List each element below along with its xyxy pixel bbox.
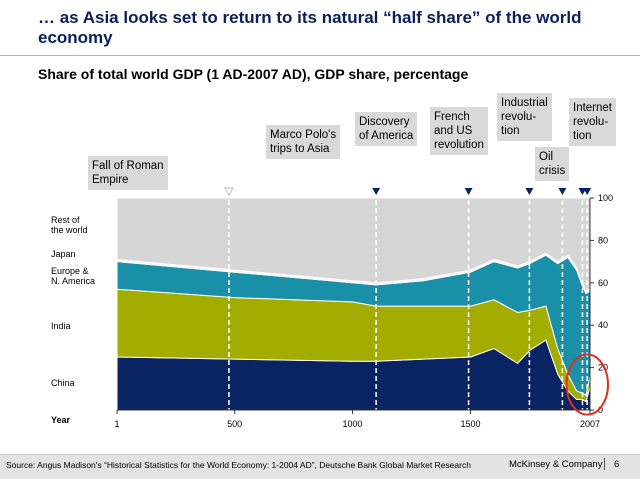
series-label-india: India xyxy=(51,321,71,331)
event-marker-french-and-us-revolution xyxy=(525,188,534,195)
event-marker-marco-polo-s-trips-to-asia xyxy=(372,188,381,195)
footer-bar xyxy=(0,454,640,479)
highlight-ellipse xyxy=(565,353,609,416)
callout-marco-polo: Marco Polo's trips to Asia xyxy=(266,125,341,159)
y-tick-label-20: 20 xyxy=(598,363,608,373)
y-tick-label-80: 80 xyxy=(598,235,608,245)
series-label-rest-of-world: Rest of the world xyxy=(51,215,88,235)
callout-discovery-of-america: Discovery of America xyxy=(355,112,418,146)
callout-oil-crisis: Oil crisis xyxy=(535,147,570,181)
callout-internet-revolution: Internet revolu- tion xyxy=(569,98,616,146)
series-label-europe: Europe & N. America xyxy=(51,266,96,286)
x-tick-label-2007: 2007 xyxy=(580,419,600,429)
chart-title: Share of total world GDP (1 AD-2007 AD),… xyxy=(38,66,469,82)
x-tick-label-1000: 1000 xyxy=(343,419,363,429)
x-tick-label-500: 500 xyxy=(227,419,242,429)
footer-source: Source: Angus Madison's “Historical Stat… xyxy=(6,460,471,470)
page-number: 6 xyxy=(614,459,620,470)
slide-title: … as Asia looks set to return to its nat… xyxy=(38,8,582,47)
title-divider xyxy=(0,55,640,56)
event-marker-discovery-of-america xyxy=(464,188,473,195)
callout-french-us-revolution: French and US revolution xyxy=(430,107,488,155)
x-tick-label-1500: 1500 xyxy=(460,419,480,429)
event-marker-internet-revolution xyxy=(583,188,592,195)
x-tick-label-1: 1 xyxy=(114,419,119,429)
y-tick-label-40: 40 xyxy=(598,320,608,330)
event-marker-industrial-revolution xyxy=(558,188,567,195)
y-tick-label-0: 0 xyxy=(598,405,603,415)
footer-separator xyxy=(604,458,605,470)
series-label-japan: Japan xyxy=(51,249,76,259)
y-tick-label-100: 100 xyxy=(598,193,613,203)
callout-fall-of-roman-empire: Fall of Roman Empire xyxy=(88,156,168,190)
event-marker-fall-of-roman-empire xyxy=(224,187,234,197)
footer-brand: McKinsey & Company xyxy=(509,459,603,470)
x-axis-label: Year xyxy=(51,415,71,425)
series-label-china: China xyxy=(51,378,75,388)
callout-industrial-revolution: Industrial revolu- tion xyxy=(497,93,552,141)
y-tick-label-60: 60 xyxy=(598,278,608,288)
